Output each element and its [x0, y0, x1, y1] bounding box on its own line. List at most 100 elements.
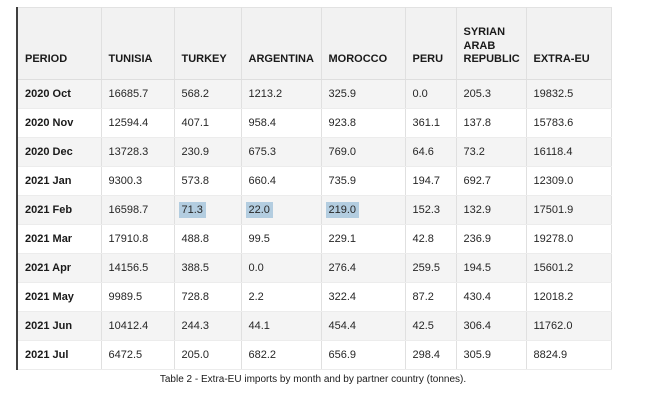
value-cell[interactable]: 9989.5	[101, 282, 175, 312]
value-cell[interactable]: 17501.9	[526, 195, 612, 225]
value-cell[interactable]: 361.1	[405, 108, 457, 138]
cell-text: 10412.4	[108, 320, 149, 332]
value-cell[interactable]: 728.8	[174, 282, 242, 312]
value-cell[interactable]: 568.2	[174, 79, 242, 109]
value-cell[interactable]: 22.0	[241, 195, 322, 225]
value-cell[interactable]: 73.2	[456, 137, 527, 167]
cell-text: 958.4	[248, 117, 277, 129]
value-cell[interactable]: 6472.5	[101, 340, 175, 370]
cell-text: 682.2	[248, 349, 277, 361]
period-cell[interactable]: 2021 Jun	[17, 311, 102, 341]
value-cell[interactable]: 8824.9	[526, 340, 612, 370]
cell-text: 99.5	[248, 233, 270, 245]
value-cell[interactable]: 205.0	[174, 340, 242, 370]
column-header-extra-eu: EXTRA-EU	[526, 7, 612, 80]
value-cell[interactable]: 660.4	[241, 166, 322, 196]
value-cell[interactable]: 194.5	[456, 253, 527, 283]
value-cell[interactable]: 17910.8	[101, 224, 175, 254]
value-cell[interactable]: 16598.7	[101, 195, 175, 225]
cell-text: 16598.7	[108, 204, 149, 216]
value-cell[interactable]: 325.9	[321, 79, 406, 109]
value-cell[interactable]: 42.5	[405, 311, 457, 341]
value-cell[interactable]: 298.4	[405, 340, 457, 370]
value-cell[interactable]: 71.3	[174, 195, 242, 225]
period-cell[interactable]: 2021 Jan	[17, 166, 102, 196]
value-cell[interactable]: 488.8	[174, 224, 242, 254]
cell-text: 454.4	[328, 320, 357, 332]
value-cell[interactable]: 454.4	[321, 311, 406, 341]
value-cell[interactable]: 1213.2	[241, 79, 322, 109]
value-cell[interactable]: 12594.4	[101, 108, 175, 138]
cell-text: 73.2	[463, 146, 485, 158]
period-cell[interactable]: 2020 Oct	[17, 79, 102, 109]
value-cell[interactable]: 322.4	[321, 282, 406, 312]
value-cell[interactable]: 10412.4	[101, 311, 175, 341]
value-cell[interactable]: 236.9	[456, 224, 527, 254]
cell-text: 137.8	[463, 117, 492, 129]
cell-text: 19278.0	[533, 233, 574, 245]
value-cell[interactable]: 64.6	[405, 137, 457, 167]
value-cell[interactable]: 692.7	[456, 166, 527, 196]
value-cell[interactable]: 14156.5	[101, 253, 175, 283]
value-cell[interactable]: 137.8	[456, 108, 527, 138]
cell-text: 6472.5	[108, 349, 143, 361]
value-cell[interactable]: 194.7	[405, 166, 457, 196]
column-header-argentina: ARGENTINA	[241, 7, 322, 80]
value-cell[interactable]: 11762.0	[526, 311, 612, 341]
table-row: 2020 Dec 13728.3 230.9 675.3 769.0 64.6 73.2 16…	[17, 137, 612, 167]
value-cell[interactable]: 12018.2	[526, 282, 612, 312]
period-cell[interactable]: 2021 Mar	[17, 224, 102, 254]
value-cell[interactable]: 276.4	[321, 253, 406, 283]
value-cell[interactable]: 16685.7	[101, 79, 175, 109]
value-cell[interactable]: 15601.2	[526, 253, 612, 283]
value-cell[interactable]: 682.2	[241, 340, 322, 370]
cell-text: 728.8	[181, 291, 210, 303]
value-cell[interactable]: 12309.0	[526, 166, 612, 196]
period-cell[interactable]: 2021 May	[17, 282, 102, 312]
period-cell[interactable]: 2021 Jul	[17, 340, 102, 370]
value-cell[interactable]: 958.4	[241, 108, 322, 138]
value-cell[interactable]: 305.9	[456, 340, 527, 370]
value-cell[interactable]: 388.5	[174, 253, 242, 283]
value-cell[interactable]: 2.2	[241, 282, 322, 312]
value-cell[interactable]: 923.8	[321, 108, 406, 138]
cell-text: 229.1	[328, 233, 357, 245]
value-cell[interactable]: 306.4	[456, 311, 527, 341]
value-cell[interactable]: 15783.6	[526, 108, 612, 138]
value-cell[interactable]: 735.9	[321, 166, 406, 196]
period-cell[interactable]: 2020 Nov	[17, 108, 102, 138]
value-cell[interactable]: 99.5	[241, 224, 322, 254]
value-cell[interactable]: 205.3	[456, 79, 527, 109]
cell-text: 64.6	[412, 146, 434, 158]
value-cell[interactable]: 0.0	[241, 253, 322, 283]
cell-text: 42.8	[412, 233, 434, 245]
cell-text: 259.5	[412, 262, 441, 274]
value-cell[interactable]: 229.1	[321, 224, 406, 254]
value-cell[interactable]: 407.1	[174, 108, 242, 138]
value-cell[interactable]: 0.0	[405, 79, 457, 109]
value-cell[interactable]: 42.8	[405, 224, 457, 254]
cell-text: 660.4	[248, 175, 277, 187]
value-cell[interactable]: 769.0	[321, 137, 406, 167]
value-cell[interactable]: 16118.4	[526, 137, 612, 167]
period-cell[interactable]: 2021 Apr	[17, 253, 102, 283]
value-cell[interactable]: 132.9	[456, 195, 527, 225]
value-cell[interactable]: 44.1	[241, 311, 322, 341]
value-cell[interactable]: 675.3	[241, 137, 322, 167]
value-cell[interactable]: 9300.3	[101, 166, 175, 196]
value-cell[interactable]: 259.5	[405, 253, 457, 283]
value-cell[interactable]: 13728.3	[101, 137, 175, 167]
value-cell[interactable]: 19278.0	[526, 224, 612, 254]
value-cell[interactable]: 244.3	[174, 311, 242, 341]
value-cell[interactable]: 230.9	[174, 137, 242, 167]
value-cell[interactable]: 573.8	[174, 166, 242, 196]
period-cell[interactable]: 2020 Dec	[17, 137, 102, 167]
value-cell[interactable]: 19832.5	[526, 79, 612, 109]
value-cell[interactable]: 87.2	[405, 282, 457, 312]
period-cell[interactable]: 2021 Feb	[17, 195, 102, 225]
value-cell[interactable]: 152.3	[405, 195, 457, 225]
value-cell[interactable]: 219.0	[321, 195, 406, 225]
value-cell[interactable]: 430.4	[456, 282, 527, 312]
value-cell[interactable]: 656.9	[321, 340, 406, 370]
